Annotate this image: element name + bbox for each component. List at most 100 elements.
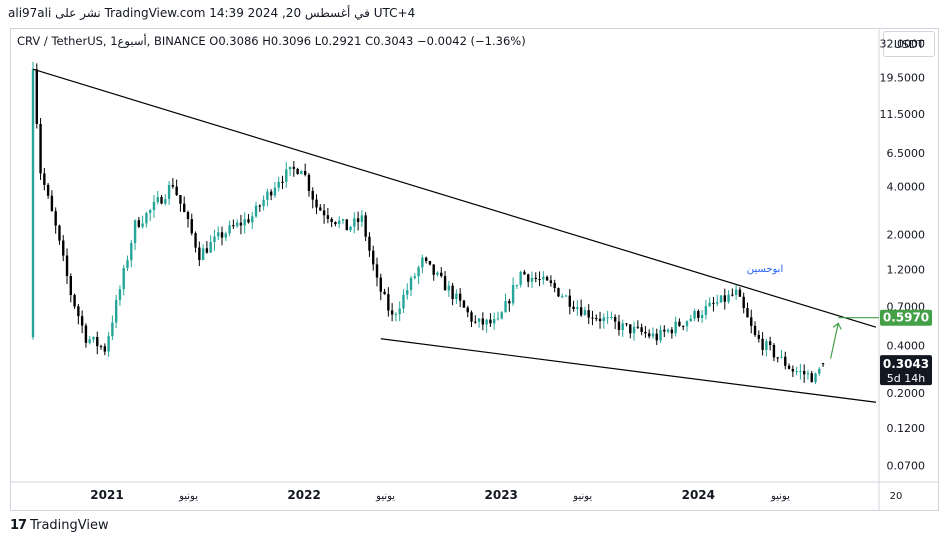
- price-tick-label: 0.2000: [887, 387, 926, 400]
- candle-body: [360, 215, 364, 223]
- candle-body: [398, 308, 401, 315]
- candle-body: [54, 211, 57, 226]
- candle-body: [345, 219, 348, 231]
- candle-body: [421, 257, 424, 268]
- time-tick-label: 2024: [682, 488, 715, 502]
- candle-body: [375, 264, 379, 278]
- candle-body: [682, 325, 685, 327]
- candle-body: [269, 191, 273, 196]
- candle-body: [738, 289, 742, 297]
- candle-body: [73, 294, 76, 307]
- candle-body: [326, 215, 330, 219]
- candle-body: [511, 285, 515, 304]
- candle-body: [613, 317, 617, 322]
- candle-body: [69, 276, 73, 295]
- time-tick-label: 2021: [90, 488, 123, 502]
- candle-body: [292, 166, 296, 169]
- candle-body: [273, 187, 277, 196]
- candle-body: [133, 220, 137, 244]
- candle-body: [693, 311, 696, 319]
- candle-body: [750, 317, 753, 326]
- candle-body: [700, 314, 704, 318]
- time-axis[interactable]: 2021 يونيو 2022 يونيو 2023 يونيو 2024 يونيو 20: [90, 488, 902, 502]
- candle-body: [579, 307, 583, 316]
- candle-body: [617, 321, 621, 330]
- target-arrow-shaft: [830, 323, 839, 359]
- candle-body: [152, 201, 156, 211]
- candle-body: [606, 317, 609, 319]
- candle-body: [489, 319, 492, 324]
- price-tick-label: 32.0000: [880, 37, 926, 50]
- footer-branding[interactable]: 17 TradingView: [10, 518, 109, 533]
- candle-body: [655, 333, 658, 341]
- candle-body: [164, 199, 167, 204]
- lower-trendline[interactable]: [380, 338, 877, 403]
- candle-body: [595, 318, 598, 320]
- candle-body: [534, 277, 537, 279]
- candle-body: [746, 308, 749, 318]
- candle-body: [791, 368, 795, 372]
- target-arrow-head: [832, 322, 842, 330]
- candle-body: [564, 295, 568, 297]
- candle-body: [568, 295, 571, 307]
- candle-body: [723, 295, 726, 302]
- candle-body: [372, 250, 375, 265]
- candle-body: [228, 225, 231, 234]
- candle-body: [496, 318, 500, 320]
- candle-body: [103, 346, 107, 352]
- candle-body: [281, 181, 284, 183]
- target-price-label: 0.5970: [883, 311, 929, 325]
- candle-body: [651, 333, 655, 337]
- price-tick-label: 0.4000: [887, 339, 926, 352]
- candle-body: [46, 184, 50, 196]
- candle-body: [31, 69, 35, 338]
- candle-body: [451, 285, 454, 300]
- candle-body: [470, 312, 473, 322]
- price-tick-label: 19.5000: [880, 72, 926, 85]
- candle-body: [818, 368, 821, 374]
- candle-body: [402, 294, 405, 309]
- candle-body: [62, 240, 65, 256]
- candle-body: [772, 345, 776, 358]
- candle-body: [239, 222, 243, 226]
- trendlines[interactable]: [32, 68, 877, 403]
- candle-body: [572, 306, 575, 310]
- price-tick-label: 4.0000: [887, 181, 926, 194]
- upper-trendline[interactable]: [32, 68, 877, 328]
- candle-body: [148, 210, 152, 213]
- candle-body: [356, 218, 360, 223]
- candle-body: [768, 341, 772, 346]
- candle-body: [799, 370, 802, 372]
- symbol-info[interactable]: CRV / TetherUS, 1أسبوع, BINANCE: [17, 34, 206, 48]
- candle-body: [311, 190, 314, 200]
- change-value: −0.0042 (−1.36%): [417, 34, 526, 48]
- chart-frame[interactable]: [10, 28, 939, 511]
- price-tick-label: 11.5000: [880, 108, 926, 121]
- candle-body: [587, 310, 590, 318]
- symbol-legend[interactable]: CRV / TetherUS, 1أسبوع, BINANCE O0.3086 …: [17, 34, 526, 48]
- low-value: L0.2921: [314, 34, 362, 48]
- time-tick-label: يونيو: [572, 491, 592, 502]
- candle-body: [114, 299, 118, 323]
- candle-body: [201, 248, 205, 261]
- candle-body: [734, 289, 738, 295]
- price-axis[interactable]: 32.0000 19.5000 11.5000 6.5000 4.0000 2.0000 1…: [880, 37, 926, 472]
- candle-body: [220, 232, 224, 238]
- candle-body: [88, 339, 91, 343]
- candle-body: [784, 356, 787, 366]
- candle-body: [670, 329, 674, 334]
- candle-body: [288, 166, 292, 170]
- candle-body: [527, 274, 530, 282]
- candle-body: [776, 357, 779, 359]
- candle-body: [322, 210, 326, 216]
- candle-body: [621, 323, 624, 330]
- candle-body: [704, 306, 708, 315]
- annotation-text[interactable]: ابوحسين: [747, 264, 783, 275]
- candle-body: [757, 334, 761, 339]
- candle-body: [65, 255, 69, 277]
- candle-body: [96, 336, 99, 347]
- current-price-label: 0.3043: [883, 357, 929, 371]
- candle-body: [39, 123, 42, 174]
- currency-button[interactable]: USDT: [883, 31, 935, 57]
